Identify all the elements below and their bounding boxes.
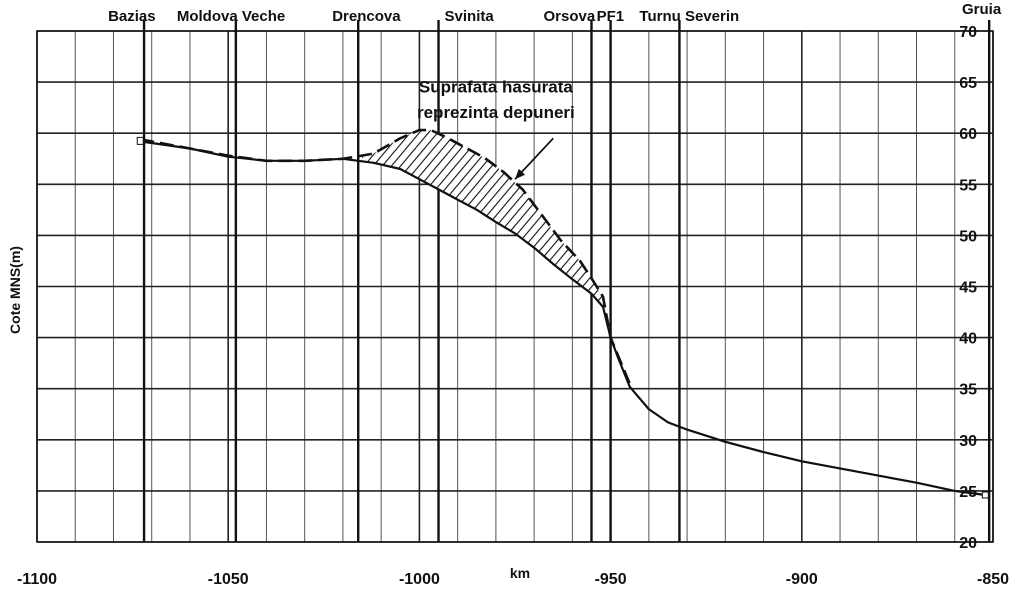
x-tick-label: -1100 <box>17 571 57 588</box>
station-label: Drencova <box>332 8 401 25</box>
y-tick-label: 20 <box>959 535 977 552</box>
annotation-text: Suprafata hasurata <box>419 77 574 96</box>
annotation-text: reprezinta depuneri <box>417 103 575 122</box>
x-tick-labels: -1100 -1050 -1000 -950 -900 -850 <box>17 571 1009 588</box>
station-labels: Bazias Moldova Veche Drencova Svinita Orsova… <box>108 1 1002 25</box>
y-tick-label: 70 <box>959 24 977 41</box>
x-tick-label: -1000 <box>399 571 440 588</box>
y-axis-label: Cote MNS(m) <box>7 246 23 334</box>
end-point-marker <box>981 491 989 499</box>
x-tick-label: -950 <box>595 571 627 588</box>
annotation: Suprafata hasurata reprezinta depuneri <box>417 77 575 180</box>
station-label: Orsova <box>543 8 595 25</box>
y-tick-label: 35 <box>959 382 977 399</box>
y-tick-label: 60 <box>959 126 977 143</box>
station-label: Gruia <box>962 1 1002 18</box>
plot-frame <box>36 30 994 543</box>
station-label: Turnu Severin <box>639 8 739 25</box>
y-tick-label: 40 <box>959 331 977 348</box>
dashed-profile-line <box>139 128 631 385</box>
y-tick-label: 50 <box>959 228 977 245</box>
x-axis-label: km <box>510 565 530 581</box>
y-tick-label: 45 <box>959 280 977 297</box>
x-tick-label: -1050 <box>208 571 249 588</box>
station-label: Svinita <box>445 8 495 25</box>
station-label: Moldova Veche <box>177 8 285 25</box>
x-tick-label: -900 <box>786 571 818 588</box>
station-label: Bazias <box>108 8 156 25</box>
y-tick-label: 25 <box>959 484 977 501</box>
y-tick-label: 55 <box>959 177 977 194</box>
deposit-hatched-area <box>362 130 611 338</box>
y-tick-label: 65 <box>959 75 977 92</box>
series-lines <box>136 128 989 499</box>
station-label: PF1 <box>597 8 625 25</box>
y-tick-labels: 20 25 30 35 40 45 50 55 60 65 70 <box>959 24 977 552</box>
x-tick-label: -850 <box>977 571 1009 588</box>
annotation-arrowhead <box>515 168 526 180</box>
start-point-marker <box>136 136 144 145</box>
solid-profile-line <box>140 140 986 497</box>
y-tick-label: 30 <box>959 433 977 450</box>
